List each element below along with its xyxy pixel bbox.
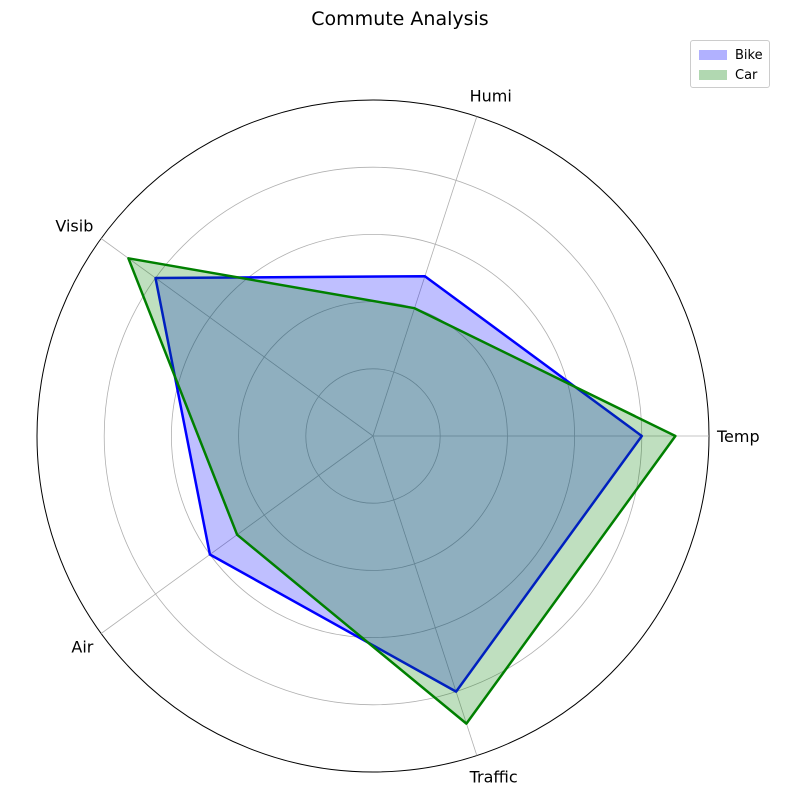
- chart-title: Commute Analysis: [311, 8, 488, 30]
- series-line-car: [127, 257, 677, 725]
- legend-label-car: Car: [735, 67, 758, 83]
- axis-label-traffic: Traffic: [469, 767, 518, 786]
- legend-item-bike: Bike: [699, 47, 763, 63]
- series-line-bike: [154, 274, 644, 693]
- axis-label-temp: Temp: [716, 427, 760, 446]
- legend-swatch-bike: [699, 50, 727, 60]
- legend: Bike Car: [690, 40, 770, 88]
- legend-label-bike: Bike: [735, 47, 763, 63]
- legend-swatch-car: [699, 70, 727, 80]
- label-layer: Temp Humi Visib Air Traffic: [55, 87, 759, 787]
- spoke-visib: [100, 238, 374, 437]
- series-fill-bike: [155, 276, 642, 692]
- spoke-traffic: [372, 435, 478, 756]
- series-fill-car: [128, 258, 676, 724]
- series-layer: [127, 257, 677, 725]
- axis-label-humi: Humi: [470, 87, 512, 106]
- legend-item-car: Car: [699, 67, 757, 83]
- axis-label-air: Air: [71, 637, 93, 656]
- axis-label-visib: Visib: [55, 217, 93, 236]
